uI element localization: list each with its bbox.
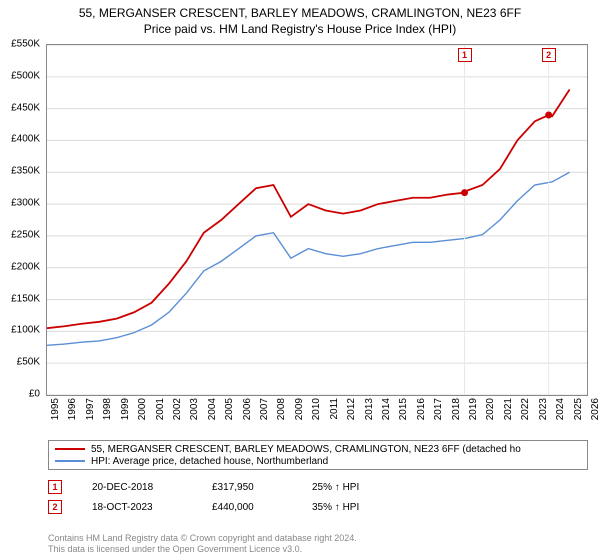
title-address: 55, MERGANSER CRESCENT, BARLEY MEADOWS, … [10,6,590,20]
sale-price-1: £317,950 [212,482,282,493]
x-tick-label: 1997 [85,398,96,420]
x-tick-label: 2015 [398,398,409,420]
x-tick-label: 1999 [120,398,131,420]
sale-marker-2: 2 [48,500,62,514]
title-subtitle: Price paid vs. HM Land Registry's House … [10,22,590,36]
sale-date-2: 18-OCT-2023 [92,502,182,513]
x-tick-label: 2024 [555,398,566,420]
plot-area [46,44,588,396]
x-tick-label: 1996 [67,398,78,420]
x-tick-label: 2001 [155,398,166,420]
legend: 55, MERGANSER CRESCENT, BARLEY MEADOWS, … [48,440,588,470]
sale-price-2: £440,000 [212,502,282,513]
y-tick-label: £300K [0,198,40,209]
legend-swatch-hpi [55,460,85,462]
chart-area: £0£50K£100K£150K£200K£250K£300K£350K£400… [36,44,596,424]
title-block: 55, MERGANSER CRESCENT, BARLEY MEADOWS, … [0,0,600,38]
footer-line2: This data is licensed under the Open Gov… [48,544,357,556]
x-tick-label: 2003 [189,398,200,420]
legend-label-hpi: HPI: Average price, detached house, Nort… [91,456,328,467]
legend-item-property: 55, MERGANSER CRESCENT, BARLEY MEADOWS, … [55,443,581,455]
x-tick-label: 2025 [573,398,584,420]
sale-marker-dot [545,112,552,119]
y-tick-label: £250K [0,229,40,240]
legend-item-hpi: HPI: Average price, detached house, Nort… [55,455,581,467]
x-tick-label: 1995 [50,398,61,420]
x-tick-label: 2005 [224,398,235,420]
sale-pct-2: 35% ↑ HPI [312,502,392,513]
x-tick-label: 2000 [137,398,148,420]
x-tick-label: 2007 [259,398,270,420]
legend-swatch-property [55,448,85,450]
y-tick-label: £400K [0,134,40,145]
x-tick-label: 2026 [590,398,600,420]
x-tick-label: 2011 [329,398,340,420]
x-tick-label: 2020 [485,398,496,420]
sale-date-1: 20-DEC-2018 [92,482,182,493]
x-tick-label: 2002 [172,398,183,420]
series-line-hpi [47,172,570,345]
x-tick-label: 2010 [311,398,322,420]
x-tick-label: 2022 [520,398,531,420]
y-tick-label: £500K [0,70,40,81]
x-tick-label: 2006 [242,398,253,420]
footer-attribution: Contains HM Land Registry data © Crown c… [48,533,357,556]
y-tick-label: £50K [0,357,40,368]
chart-marker-box: 1 [458,48,472,62]
footer-line1: Contains HM Land Registry data © Crown c… [48,533,357,545]
y-tick-label: £200K [0,261,40,272]
x-tick-label: 2013 [364,398,375,420]
y-tick-label: £550K [0,39,40,50]
sale-marker-dot [461,189,468,196]
x-tick-label: 2012 [346,398,357,420]
x-tick-label: 2016 [416,398,427,420]
x-tick-label: 2017 [433,398,444,420]
x-tick-label: 2008 [276,398,287,420]
x-tick-label: 2014 [381,398,392,420]
y-tick-label: £350K [0,166,40,177]
legend-label-property: 55, MERGANSER CRESCENT, BARLEY MEADOWS, … [91,444,521,455]
sale-pct-1: 25% ↑ HPI [312,482,392,493]
chart-container: 55, MERGANSER CRESCENT, BARLEY MEADOWS, … [0,0,600,560]
sale-marker-1: 1 [48,480,62,494]
y-tick-label: £100K [0,325,40,336]
series-line-property [47,90,570,329]
sale-row-2: 2 18-OCT-2023 £440,000 35% ↑ HPI [48,500,392,514]
sale-row-1: 1 20-DEC-2018 £317,950 25% ↑ HPI [48,480,392,494]
x-tick-label: 2009 [294,398,305,420]
chart-marker-box: 2 [542,48,556,62]
y-tick-label: £150K [0,293,40,304]
y-tick-label: £450K [0,102,40,113]
y-tick-label: £0 [0,389,40,400]
x-tick-label: 1998 [102,398,113,420]
x-tick-label: 2019 [468,398,479,420]
x-tick-label: 2021 [503,398,514,420]
x-tick-label: 2018 [451,398,462,420]
x-tick-label: 2023 [538,398,549,420]
x-tick-label: 2004 [207,398,218,420]
